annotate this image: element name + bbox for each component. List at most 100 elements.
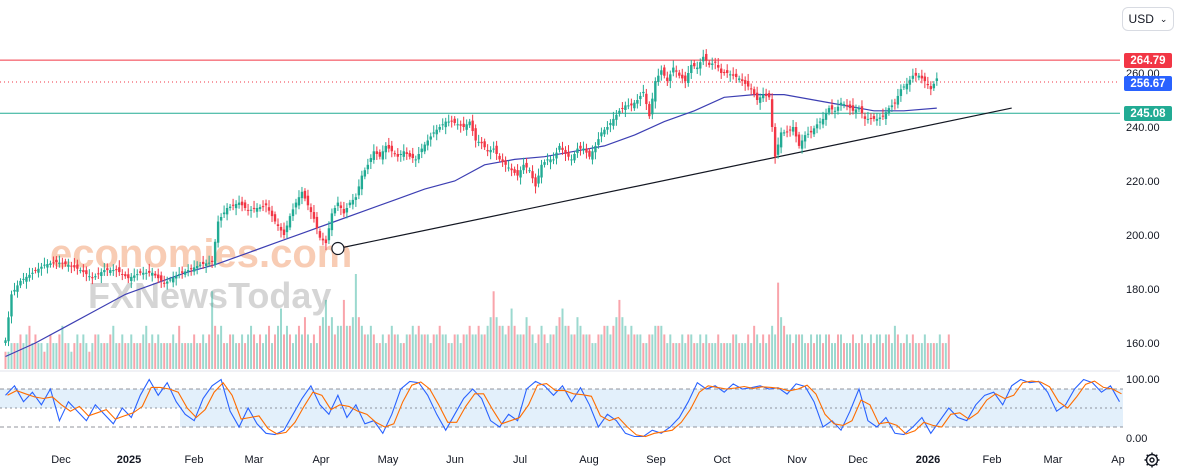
volume-bar	[393, 334, 396, 369]
candle-body	[246, 209, 250, 211]
candle-body	[267, 207, 271, 211]
candle-body	[450, 120, 453, 122]
osc-band-fill-left	[0, 389, 180, 408]
candle-body	[570, 159, 573, 161]
candle-body	[124, 274, 127, 277]
currency-selector[interactable]: USD ⌄	[1122, 7, 1174, 31]
candle-body	[917, 75, 921, 78]
volume-bar	[136, 343, 139, 369]
volume-bar	[378, 343, 381, 369]
volume-bar	[813, 343, 816, 369]
candle-body	[399, 154, 402, 155]
candle-body	[201, 261, 205, 265]
candle-body	[25, 276, 28, 282]
volume-bar	[783, 325, 786, 369]
volume-bar	[31, 343, 34, 369]
candle-body	[183, 271, 187, 275]
volume-bar	[468, 325, 471, 369]
candle-body	[731, 74, 735, 76]
volume-bar	[265, 334, 268, 369]
volume-bar	[160, 343, 163, 369]
volume-bar	[157, 334, 160, 369]
candle-body	[791, 127, 795, 132]
candle-body	[255, 208, 259, 212]
candle-body	[171, 277, 175, 283]
candle-body	[851, 105, 855, 111]
volume-bar	[456, 334, 459, 369]
volume-bar	[91, 343, 94, 369]
candle-body	[139, 271, 142, 273]
volume-bar	[717, 334, 720, 369]
volume-bar	[908, 343, 911, 369]
volume-bar	[282, 334, 285, 369]
candle-body	[462, 123, 465, 127]
candle-body	[684, 75, 687, 82]
volume-bar	[187, 343, 190, 369]
volume-bar	[795, 334, 798, 369]
candle-body	[905, 83, 909, 90]
volume-bar	[543, 334, 546, 369]
volume-bar	[798, 334, 801, 369]
candle-body	[797, 134, 801, 146]
volume-bar	[765, 343, 768, 369]
y-tick-label: 220.00	[1126, 176, 1160, 188]
candle-body	[618, 110, 621, 114]
volume-bar	[576, 317, 579, 369]
volume-bar	[869, 334, 872, 369]
volume-bar	[636, 334, 639, 369]
candle-body	[186, 270, 190, 272]
volume-bar	[402, 343, 405, 369]
volume-bar	[121, 334, 124, 369]
volume-bar	[669, 334, 672, 369]
candle-body	[815, 124, 819, 129]
candle-body	[896, 95, 900, 105]
volume-bar	[771, 325, 774, 369]
volume-bar	[25, 334, 28, 369]
x-tick-label: May	[378, 454, 399, 466]
volume-bar	[115, 343, 118, 369]
volume-bar	[854, 343, 857, 369]
candle-body	[549, 159, 552, 163]
volume-bar	[124, 343, 127, 369]
candle-body	[827, 108, 831, 113]
candle-body	[166, 281, 169, 284]
volume-bar	[244, 343, 247, 369]
volume-bar	[666, 343, 669, 369]
candle-body	[19, 280, 22, 286]
volume-bar	[235, 343, 238, 369]
x-tick-label: 2026	[916, 454, 940, 466]
candle-body	[537, 175, 540, 184]
volume-bar	[618, 299, 621, 369]
volume-bar	[274, 334, 277, 369]
trendline[interactable]	[331, 107, 1012, 256]
gear-icon[interactable]	[1143, 451, 1161, 469]
volume-bar	[848, 343, 851, 369]
volume-bar	[330, 317, 333, 369]
osc-y-tick-label: 100.00	[1126, 374, 1160, 386]
candle-body	[929, 86, 933, 90]
candle-body	[157, 274, 160, 279]
volume-bar	[585, 334, 588, 369]
candle-body	[420, 148, 423, 153]
volume-bar	[184, 343, 187, 369]
x-tick-label: Dec	[51, 454, 71, 466]
candle-body	[225, 208, 229, 215]
x-tick-label: Oct	[713, 454, 730, 466]
volume-bar	[537, 334, 540, 369]
candle-body	[648, 104, 651, 117]
volume-bar	[133, 343, 136, 369]
candle-body	[752, 89, 756, 95]
candle-body	[498, 155, 501, 160]
candle-body	[405, 152, 408, 154]
volume-bar	[860, 334, 863, 369]
candle-body	[252, 207, 256, 209]
candle-body	[106, 268, 109, 271]
volume-bar	[753, 325, 756, 369]
candle-body	[31, 272, 34, 274]
volume-bar	[351, 317, 354, 369]
volume-bar	[872, 343, 875, 369]
volume-bar	[232, 334, 235, 369]
volume-bar	[831, 343, 834, 369]
candle-body	[375, 151, 379, 154]
